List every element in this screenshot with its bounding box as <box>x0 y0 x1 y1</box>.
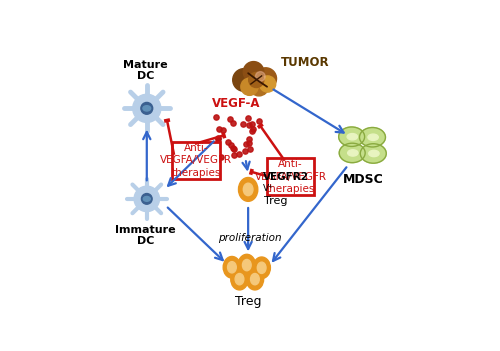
Circle shape <box>132 94 161 122</box>
Ellipse shape <box>360 144 386 163</box>
Circle shape <box>249 77 268 96</box>
Ellipse shape <box>338 127 364 146</box>
Ellipse shape <box>253 257 270 279</box>
Ellipse shape <box>238 178 258 201</box>
FancyBboxPatch shape <box>267 158 314 195</box>
Ellipse shape <box>244 183 253 196</box>
Ellipse shape <box>242 259 251 271</box>
Ellipse shape <box>228 261 236 273</box>
Ellipse shape <box>231 269 248 290</box>
Ellipse shape <box>368 134 378 140</box>
Text: VEGFR2: VEGFR2 <box>263 172 309 182</box>
Circle shape <box>241 78 258 95</box>
Text: Mature
DC: Mature DC <box>123 60 168 81</box>
Circle shape <box>255 68 276 90</box>
Ellipse shape <box>144 197 150 201</box>
FancyBboxPatch shape <box>172 142 220 179</box>
Text: Anti-
VEGFA/VEGFR
therapies: Anti- VEGFA/VEGFR therapies <box>160 143 232 178</box>
Ellipse shape <box>223 257 240 278</box>
Ellipse shape <box>347 133 358 140</box>
Text: Treg: Treg <box>264 196 288 206</box>
Text: VEGF-A: VEGF-A <box>212 97 260 110</box>
Circle shape <box>141 102 152 114</box>
Circle shape <box>244 61 264 82</box>
Ellipse shape <box>348 150 358 156</box>
Circle shape <box>142 193 152 204</box>
Ellipse shape <box>258 262 266 273</box>
Circle shape <box>260 76 276 92</box>
Text: Treg: Treg <box>235 295 262 308</box>
Text: Anti-
VEGFA/VEGFR
therapies: Anti- VEGFA/VEGFR therapies <box>254 159 326 194</box>
Ellipse shape <box>235 273 244 285</box>
Ellipse shape <box>250 273 260 285</box>
Circle shape <box>134 186 160 212</box>
Text: TUMOR: TUMOR <box>280 56 329 69</box>
Text: V⁺: V⁺ <box>263 184 274 193</box>
Ellipse shape <box>368 150 379 157</box>
Circle shape <box>232 68 256 91</box>
Circle shape <box>248 72 264 87</box>
Ellipse shape <box>238 254 256 276</box>
Ellipse shape <box>143 106 150 111</box>
Ellipse shape <box>360 127 386 147</box>
Text: Immature
DC: Immature DC <box>115 225 176 246</box>
Text: proliferation: proliferation <box>218 233 282 243</box>
Ellipse shape <box>246 269 264 290</box>
Text: MDSC: MDSC <box>342 173 384 186</box>
Ellipse shape <box>339 143 365 163</box>
Circle shape <box>256 72 265 81</box>
